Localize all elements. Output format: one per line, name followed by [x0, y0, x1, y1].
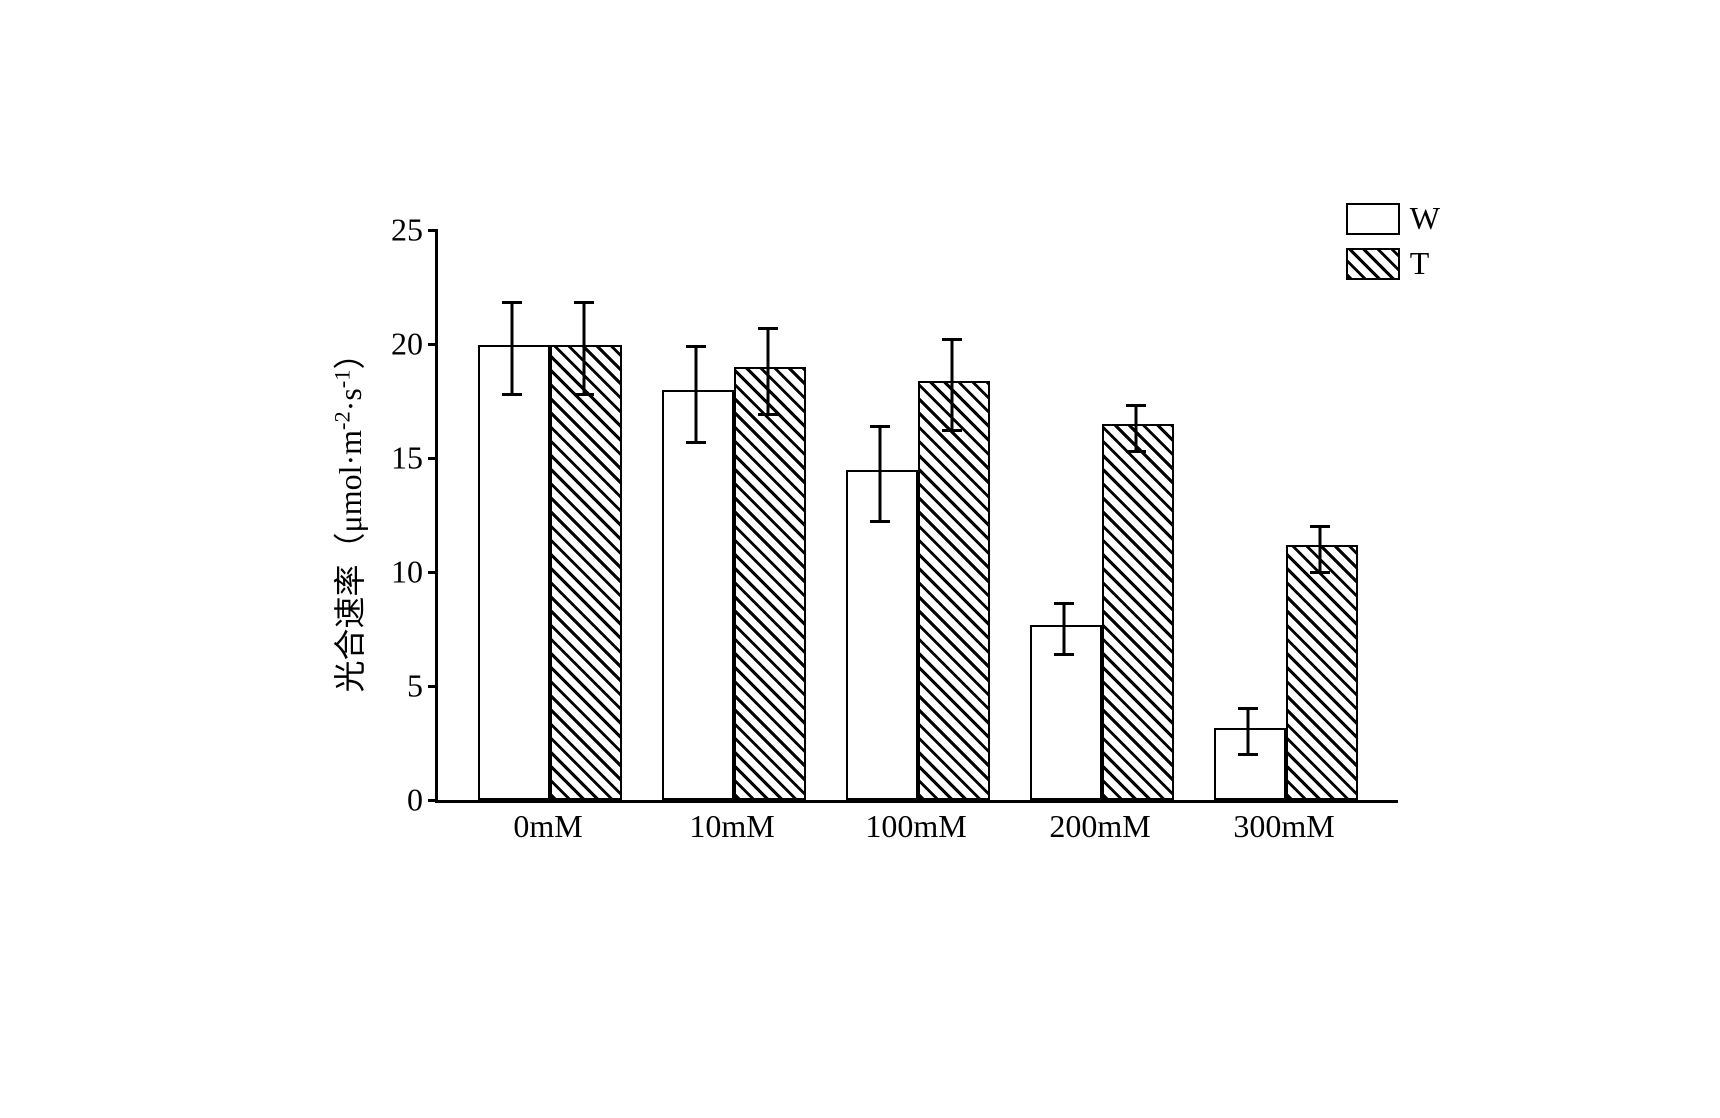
error-cap: [1238, 707, 1258, 710]
legend-box-open: [1346, 203, 1400, 235]
error-bar: [583, 303, 586, 394]
error-bar: [767, 328, 770, 415]
error-cap: [1238, 753, 1258, 756]
error-bar: [1135, 406, 1138, 452]
x-tick-label: 10mM: [689, 808, 774, 845]
error-cap: [942, 429, 962, 432]
bar-T-0: [550, 345, 622, 800]
bar-T-3: [1102, 424, 1174, 800]
x-tick-label: 200mM: [1049, 808, 1150, 845]
legend-label-w: W: [1410, 200, 1440, 237]
bar-W-1: [662, 390, 734, 800]
legend-item-w: W: [1346, 200, 1440, 237]
error-cap: [870, 520, 890, 523]
bar-W-3: [1030, 625, 1102, 800]
error-bar: [1319, 526, 1322, 572]
error-bar: [1063, 604, 1066, 654]
y-tick: [428, 799, 438, 802]
error-cap: [758, 413, 778, 416]
y-tick: [428, 571, 438, 574]
error-cap: [1126, 404, 1146, 407]
error-cap: [686, 441, 706, 444]
bar-W-4: [1214, 728, 1286, 800]
plot-area: 光合速率（μmol·m-2·s-1） 05101520250mM10mM100m…: [435, 230, 1398, 803]
legend: W T: [1346, 200, 1440, 290]
error-cap: [758, 327, 778, 330]
x-tick-label: 100mM: [865, 808, 966, 845]
x-tick-label: 0mM: [513, 808, 582, 845]
bar-W-0: [478, 345, 550, 800]
y-tick-label: 10: [363, 554, 423, 591]
error-cap: [1310, 525, 1330, 528]
chart-container: 光合速率（μmol·m-2·s-1） 0 5 10 15 20 25 0mM 10mM 100m…: [290, 200, 1450, 920]
x-tick-label: 300mM: [1233, 808, 1334, 845]
legend-item-t: T: [1346, 245, 1440, 282]
error-bar: [879, 426, 882, 522]
error-bar: [1247, 709, 1250, 755]
y-tick: [428, 457, 438, 460]
y-tick-label: 20: [363, 326, 423, 363]
y-tick-label: 0: [363, 782, 423, 819]
error-cap: [1054, 653, 1074, 656]
error-cap: [574, 301, 594, 304]
error-cap: [1126, 450, 1146, 453]
error-cap: [686, 345, 706, 348]
y-axis-title: 光合速率（μmol·m-2·s-1）: [325, 338, 371, 693]
y-tick: [428, 685, 438, 688]
error-cap: [942, 338, 962, 341]
legend-label-t: T: [1410, 245, 1430, 282]
error-cap: [1054, 602, 1074, 605]
y-tick-label: 5: [363, 668, 423, 705]
error-cap: [1310, 571, 1330, 574]
error-bar: [695, 346, 698, 442]
error-cap: [502, 393, 522, 396]
error-cap: [502, 301, 522, 304]
error-bar: [511, 303, 514, 394]
y-tick-label: 25: [363, 212, 423, 249]
y-tick: [428, 229, 438, 232]
y-tick: [428, 343, 438, 346]
bar-T-1: [734, 367, 806, 800]
bar-T-2: [918, 381, 990, 800]
bar-T-4: [1286, 545, 1358, 800]
y-tick-label: 15: [363, 440, 423, 477]
error-cap: [870, 425, 890, 428]
error-bar: [951, 339, 954, 430]
error-cap: [574, 393, 594, 396]
legend-box-hatched: [1346, 248, 1400, 280]
